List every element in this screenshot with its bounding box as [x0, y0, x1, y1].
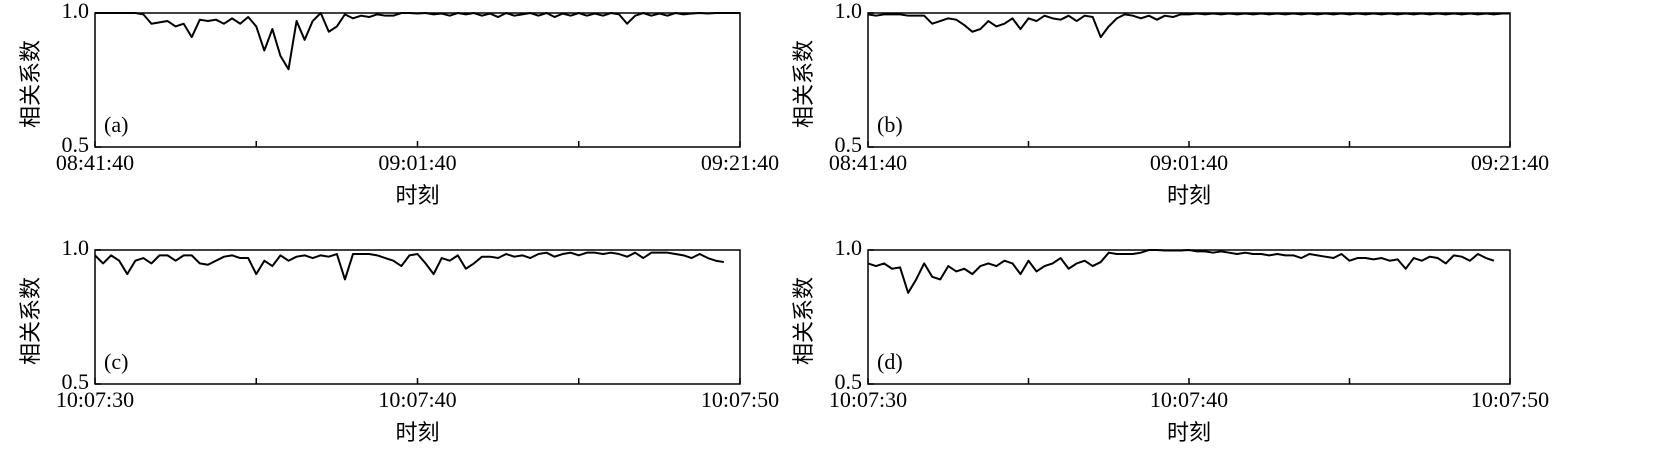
x-tick-label: 09:21:40: [701, 150, 779, 175]
y-tick-label: 1.0: [835, 0, 863, 23]
y-tick-label: 0.5: [835, 132, 863, 157]
subplot: 0.5 1.0 10:07:30 10:07:40 10:07:50 时刻 相关系数 (c): [18, 235, 779, 445]
panel-label: (b): [877, 112, 903, 137]
plot-frame: [867, 249, 1511, 385]
x-tick-label: 08:41:40: [829, 150, 907, 175]
panel-label: (d): [877, 349, 903, 374]
y-axis-label: 相关系数: [791, 40, 816, 128]
data-line: [95, 12, 740, 71]
y-tick-label: 1.0: [835, 235, 863, 260]
y-tick-label: 1.0: [62, 235, 90, 260]
y-tick-label: 0.5: [62, 369, 90, 394]
plot-frame: [94, 249, 741, 385]
y-tick-label: 0.5: [835, 369, 863, 394]
data-line: [867, 249, 1495, 294]
y-axis-label: 相关系数: [18, 277, 43, 365]
x-tick-label: 09:01:40: [378, 150, 456, 175]
x-tick-label: 10:07:40: [378, 387, 456, 412]
subplot: 0.5 1.0 08:41:40 09:01:40 09:21:40 时刻 相关系数 (b): [791, 0, 1549, 208]
panel-label: (a): [104, 112, 128, 137]
plot-frame: [94, 12, 741, 148]
x-tick-label: 10:07:40: [1150, 387, 1228, 412]
x-axis-label: 时刻: [395, 420, 439, 445]
x-tick-label: 08:41:40: [56, 150, 134, 175]
x-tick-label: 10:07:50: [701, 387, 779, 412]
plot-frame: [867, 12, 1511, 148]
x-axis-label: 时刻: [1167, 420, 1211, 445]
x-tick-label: 09:21:40: [1471, 150, 1549, 175]
subplot: 0.5 1.0 08:41:40 09:01:40 09:21:40 时刻 相关系数 (a): [18, 0, 779, 208]
data-line: [94, 251, 725, 281]
data-line: [867, 12, 1510, 39]
y-tick-label: 1.0: [62, 0, 90, 23]
subplot: 0.5 1.0 10:07:30 10:07:40 10:07:50 时刻 相关系数 (d): [791, 235, 1549, 445]
y-tick-label: 0.5: [62, 132, 90, 157]
x-axis-label: 时刻: [1167, 183, 1211, 208]
x-tick-label: 09:01:40: [1150, 150, 1228, 175]
x-tick-label: 10:07:30: [829, 387, 907, 412]
x-tick-label: 10:07:50: [1471, 387, 1549, 412]
y-axis-label: 相关系数: [18, 40, 43, 128]
x-axis-label: 时刻: [395, 183, 439, 208]
x-tick-label: 10:07:30: [56, 387, 134, 412]
panel-label: (c): [104, 349, 128, 374]
y-axis-label: 相关系数: [791, 277, 816, 365]
